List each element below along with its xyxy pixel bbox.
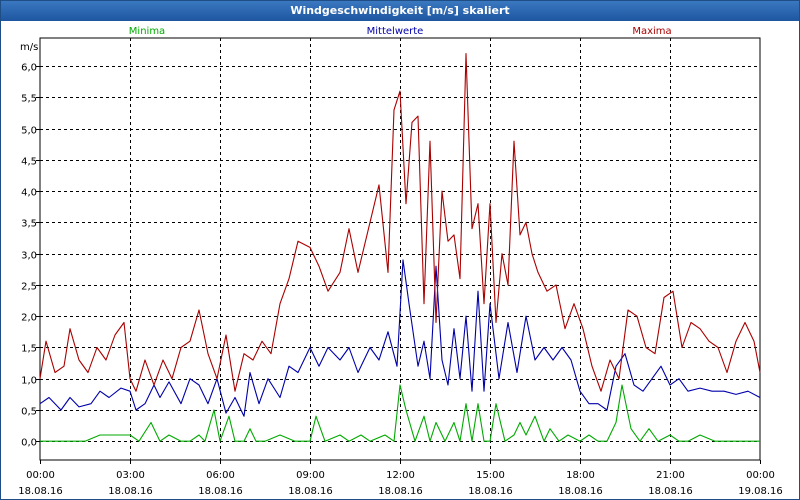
series-line-mittelwerte: [39, 259, 761, 417]
title-bar: Windgeschwindigkeit [m/s] skaliert: [1, 1, 799, 21]
x-tick-time: 09:00: [296, 470, 325, 481]
x-tick-time: 00:00: [26, 470, 55, 481]
y-tick-label: 4,5: [21, 157, 37, 168]
series-line-maxima: [39, 53, 761, 392]
y-tick-label: 0,5: [21, 407, 37, 418]
x-tick-time: 15:00: [476, 470, 505, 481]
y-tick-label: 1,5: [21, 344, 37, 355]
y-tick-label: 0,0: [21, 438, 37, 449]
legend-mittelwerte: Mittelwerte: [367, 26, 424, 37]
x-tick-time: 18:00: [566, 470, 595, 481]
y-tick-label: 4,0: [21, 188, 37, 199]
x-tick-date: 18.08.16: [108, 486, 153, 497]
x-tick-time: 06:00: [206, 470, 235, 481]
x-tick-date: 18.08.16: [648, 486, 693, 497]
x-tick-date: 18.08.16: [468, 486, 513, 497]
window-title: Windgeschwindigkeit [m/s] skaliert: [290, 4, 510, 17]
x-tick-date: 18.08.16: [378, 486, 423, 497]
x-tick-date: 18.08.16: [288, 486, 333, 497]
y-tick-label: 3,5: [21, 219, 37, 230]
y-tick-label: 6,0: [21, 63, 37, 74]
x-tick-time: 03:00: [116, 470, 145, 481]
x-tick-date: 19.08.16: [738, 486, 783, 497]
y-tick-label: 5,5: [21, 94, 37, 105]
x-tick-date: 18.08.16: [18, 486, 63, 497]
y-tick-label: 2,5: [21, 282, 37, 293]
y-tick-label: 5,0: [21, 126, 37, 137]
y-tick-label: 3,0: [21, 251, 37, 262]
x-tick-time: 00:00: [746, 470, 775, 481]
x-tick-time: 12:00: [386, 470, 415, 481]
x-tick-date: 18.08.16: [558, 486, 603, 497]
y-axis-label: m/s: [20, 42, 38, 53]
x-tick-date: 18.08.16: [198, 486, 243, 497]
y-tick-label: 2,0: [21, 313, 37, 324]
x-tick-time: 21:00: [656, 470, 685, 481]
series-line-minima: [40, 384, 760, 442]
y-tick-label: 1,0: [21, 376, 37, 387]
legend-minima: Minima: [129, 26, 165, 37]
legend-maxima: Maxima: [632, 26, 671, 37]
